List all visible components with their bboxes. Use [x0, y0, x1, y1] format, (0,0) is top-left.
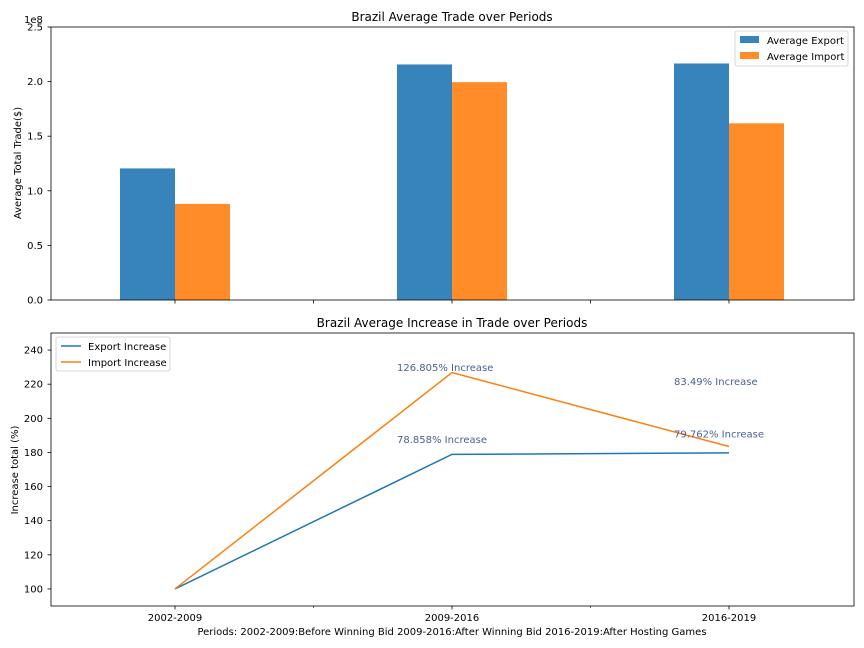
y-axis-label: Increase total (%) — [10, 425, 21, 514]
annotation-label: 79.762% Increase — [674, 430, 764, 441]
plot-frame — [50, 26, 855, 301]
bar-average-export-2002-2009 — [120, 168, 175, 300]
bar-average-import-2002-2009 — [175, 203, 230, 300]
legend-swatch-average-import — [740, 52, 759, 59]
y-tick-label: 180 — [24, 448, 43, 459]
y-tick-label: 240 — [24, 346, 43, 357]
plot-frame — [50, 332, 855, 607]
bar-average-import-2016-2019 — [729, 123, 784, 301]
y-axis-offset-label: 1e8 — [24, 15, 43, 26]
annotation-label: 83.49% Increase — [674, 377, 758, 388]
y-axis-label: Average Total Trade($) — [13, 107, 24, 219]
line-chart: Brazil Average Increase in Trade over Pe… — [10, 316, 855, 638]
line-marks — [174, 371, 730, 590]
annotation-label: 78.858% Increase — [397, 435, 487, 446]
x-tick-label: 2009-2016 — [425, 613, 480, 624]
chart-title: Brazil Average Trade over Periods — [351, 10, 552, 24]
y-tick-label: 2.0 — [27, 77, 43, 88]
legend: Average Export Average Import — [734, 30, 849, 67]
y-tick-label: 140 — [24, 516, 43, 527]
y-tick-label: 0.0 — [27, 296, 43, 307]
legend-box — [734, 30, 849, 67]
y-tick-label: 1.0 — [27, 186, 43, 197]
x-axis-label: Periods: 2002-2009:Before Winning Bid 20… — [197, 627, 706, 638]
legend-entry-import-increase: Import Increase — [88, 358, 167, 369]
y-tick-label: 120 — [24, 550, 43, 561]
bar-average-export-2009-2016 — [397, 64, 452, 300]
legend-entry-export-increase: Export Increase — [88, 342, 166, 353]
y-axis-ticks: 100 120 140 160 180 200 220 240 — [24, 346, 51, 595]
bar-marks — [120, 63, 784, 301]
legend-swatch-average-export — [740, 36, 759, 43]
x-tick-label: 2002-2009 — [148, 613, 203, 624]
y-axis-ticks: 0.0 0.5 1.0 1.5 2.0 2.5 — [27, 23, 51, 307]
x-tick-label: 2016-2019 — [702, 613, 757, 624]
annotations: 126.805% Increase 78.858% Increase 83.49% … — [397, 363, 764, 446]
bar-chart: Brazil Average Trade over Periods 1e8 Av… — [13, 10, 855, 307]
bar-average-import-2009-2016 — [452, 82, 507, 300]
series-line-export-increase — [174, 452, 730, 590]
x-axis-ticks: 2002-2009 2009-2016 2016-2019 — [148, 606, 757, 624]
legend: Export Increase Import Increase — [55, 336, 171, 372]
y-tick-label: 100 — [24, 584, 43, 595]
legend-entry-average-export: Average Export — [767, 36, 844, 47]
y-tick-label: 220 — [24, 380, 43, 391]
y-tick-label: 160 — [24, 482, 43, 493]
bar-average-export-2016-2019 — [674, 63, 729, 300]
series-line-import-increase — [174, 371, 730, 590]
y-tick-label: 200 — [24, 414, 43, 425]
y-tick-label: 0.5 — [27, 241, 43, 252]
annotation-label: 126.805% Increase — [397, 363, 493, 374]
legend-entry-average-import: Average Import — [767, 52, 845, 63]
y-tick-label: 1.5 — [27, 132, 43, 143]
chart-title: Brazil Average Increase in Trade over Pe… — [317, 316, 588, 330]
y-tick-label: 2.5 — [27, 23, 43, 34]
legend-box — [55, 336, 171, 372]
x-axis-ticks — [174, 300, 730, 304]
